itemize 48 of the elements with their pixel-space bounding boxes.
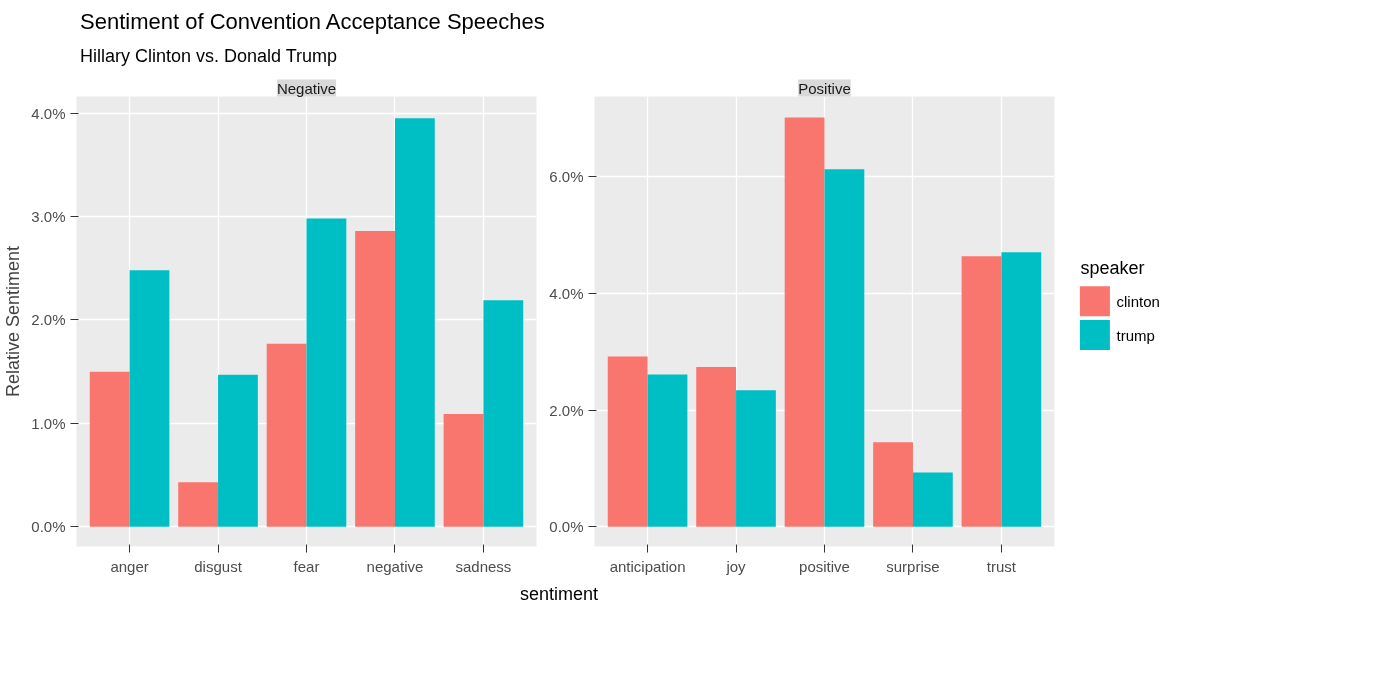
bar xyxy=(647,374,688,527)
x-tick-label: anticipation xyxy=(609,557,686,575)
y-tick-label: 2.0% xyxy=(31,311,66,329)
bar xyxy=(696,366,737,527)
annotation: Positive xyxy=(798,79,851,97)
bar xyxy=(218,374,258,527)
y-tick-label: 4.0% xyxy=(549,285,584,303)
y-tick-label: 0.0% xyxy=(549,518,584,536)
bar xyxy=(394,118,435,527)
legend-label: trump xyxy=(1116,326,1155,344)
y-axis-title: Relative Sentiment xyxy=(3,245,24,398)
bar xyxy=(266,343,307,527)
bar xyxy=(912,472,953,527)
bar xyxy=(607,356,648,527)
x-tick-label: anger xyxy=(110,557,149,575)
legend-label: clinton xyxy=(1116,292,1160,310)
x-tick-label: positive xyxy=(799,557,850,575)
bar xyxy=(129,270,170,527)
chart-title: Sentiment of Convention Acceptance Speeches xyxy=(80,8,545,36)
bar xyxy=(178,482,219,527)
bar xyxy=(736,390,776,527)
bar xyxy=(355,230,395,527)
y-tick-label: 4.0% xyxy=(31,104,66,122)
bar xyxy=(483,300,524,527)
bar xyxy=(1001,252,1042,527)
x-tick-label: trust xyxy=(986,557,1017,575)
bar xyxy=(784,117,825,527)
x-tick-label: sadness xyxy=(455,557,512,575)
y-tick-label: 0.0% xyxy=(31,518,66,536)
bar xyxy=(824,169,865,527)
y-tick-label: 6.0% xyxy=(549,168,584,186)
x-tick-label: negative xyxy=(366,557,424,575)
bar xyxy=(89,371,130,527)
x-tick-label: disgust xyxy=(194,557,243,575)
y-tick-label: 3.0% xyxy=(31,208,66,225)
bar xyxy=(443,414,484,527)
bar xyxy=(306,218,347,527)
legend-title: speaker xyxy=(1080,257,1145,278)
bar xyxy=(873,442,913,527)
y-tick-label: 2.0% xyxy=(549,401,584,419)
x-tick-label: fear xyxy=(293,557,320,575)
x-axis-title: sentiment xyxy=(520,583,599,606)
bar xyxy=(961,256,1002,527)
chart-subtitle: Hillary Clinton vs. Donald Trump xyxy=(80,45,338,68)
x-tick-label: surprise xyxy=(886,557,940,575)
x-tick-label: joy xyxy=(725,557,747,575)
y-tick-label: 1.0% xyxy=(31,414,66,432)
text: Negative xyxy=(276,79,337,97)
